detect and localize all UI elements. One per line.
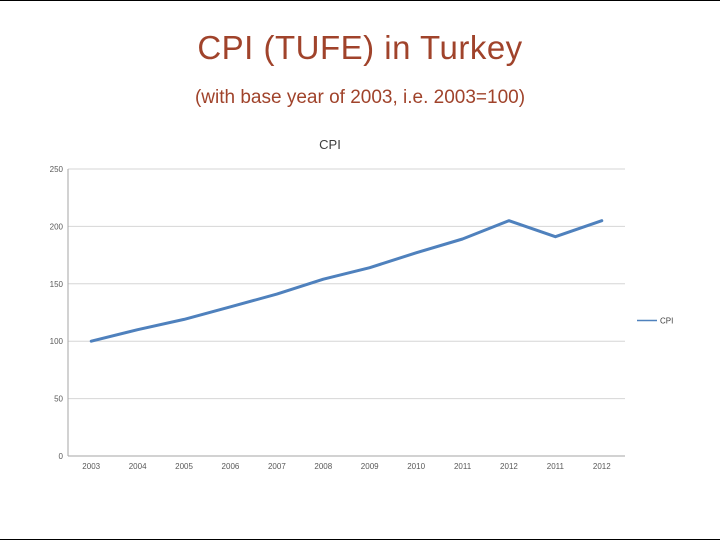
x-tick-label: 2011 [547, 462, 565, 471]
x-tick-label: 2010 [407, 462, 425, 471]
legend-label: CPI [660, 317, 673, 326]
chart-plot-area: 0 50 100 150 200 250 2003 2004 2005 2006 2007 2008 2… [50, 165, 674, 471]
y-tick-label: 0 [59, 452, 64, 461]
x-tick-label: 2012 [593, 462, 611, 471]
x-tick-label: 2007 [268, 462, 286, 471]
y-tick-label: 200 [50, 222, 64, 231]
y-tick-label: 250 [50, 165, 64, 174]
chart-title: CPI [319, 137, 341, 152]
y-tick-label: 100 [50, 337, 64, 346]
x-tick-label: 2003 [82, 462, 100, 471]
x-tick-label: 2004 [129, 462, 147, 471]
x-tick-label: 2011 [454, 462, 472, 471]
y-tick-label: 150 [50, 280, 64, 289]
cpi-line-chart: CPI 0 50 100 150 200 250 2003 2004 2005 2006 2007 2… [30, 133, 700, 493]
x-tick-label: 2012 [500, 462, 518, 471]
slide-title: CPI (TUFE) in Turkey [197, 29, 523, 66]
series-line-cpi [89, 219, 604, 343]
slide-subtitle: (with base year of 2003, i.e. 2003=100) [194, 87, 526, 108]
x-tick-label: 2008 [314, 462, 332, 471]
y-tick-label: 50 [54, 395, 63, 404]
x-tick-label: 2006 [222, 462, 240, 471]
x-tick-label: 2005 [175, 462, 193, 471]
x-tick-label: 2009 [361, 462, 379, 471]
